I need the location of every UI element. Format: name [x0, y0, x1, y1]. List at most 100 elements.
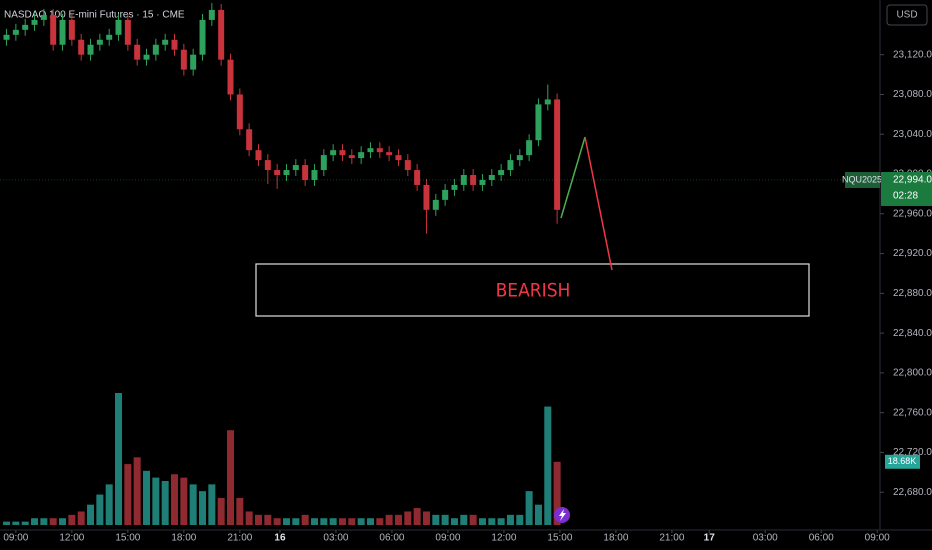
volume-bar [208, 484, 216, 525]
candle-body [31, 19, 38, 25]
candle-body [376, 148, 383, 153]
volume-bar [366, 518, 374, 525]
x-tick-label: 06:00 [379, 533, 404, 544]
candle-body [208, 9, 215, 20]
candle-body [283, 170, 290, 176]
volume-bar [376, 518, 384, 525]
candle-body [320, 155, 327, 171]
candle-body [199, 19, 206, 55]
candle-body [106, 34, 113, 40]
volume-bar [171, 474, 179, 525]
volume-bar [143, 470, 151, 525]
currency[interactable]: USD [896, 10, 917, 21]
volume-bar [236, 497, 244, 525]
y-tick-label: 22,760.00 [893, 407, 932, 418]
volume-bar [301, 514, 309, 525]
volume-bar [553, 461, 561, 525]
volume-bar [87, 504, 95, 525]
candle-body [554, 99, 561, 210]
y-tick-label: 23,080.00 [893, 89, 932, 100]
volume-bar [292, 518, 300, 525]
candle-body [470, 175, 477, 185]
volume-bar [460, 514, 468, 525]
price-tag [881, 171, 932, 206]
candle-body [143, 54, 150, 60]
price-label: 22,994.00 [893, 175, 932, 186]
annotation: BEARISH [496, 280, 571, 302]
y-tick-label: 22,840.00 [893, 328, 932, 339]
candle-body [255, 150, 262, 161]
candle-body [367, 148, 374, 153]
candle-body [124, 19, 131, 45]
volume-bar [31, 518, 39, 525]
x-tick-label: 09:00 [3, 533, 28, 544]
currency-box[interactable] [886, 4, 928, 26]
volume-label: 18.68K [888, 456, 917, 466]
volume-bar [450, 518, 458, 525]
candle-body [96, 39, 103, 45]
candle-body [395, 155, 402, 161]
candle-body [78, 39, 85, 55]
volume-bar [12, 521, 20, 525]
candle-body [264, 160, 271, 171]
candle-body [115, 19, 122, 35]
volume-bar [469, 514, 477, 525]
candle-body [442, 189, 449, 200]
candle-body [526, 140, 533, 156]
symbol: NQU2025 [842, 174, 882, 184]
candle-body [339, 150, 346, 156]
volume-bar [497, 518, 505, 525]
candle-body [274, 170, 281, 176]
volume-bar [3, 521, 11, 525]
icon-bolt[interactable] [559, 509, 566, 521]
candle-body [404, 160, 411, 171]
volume-bar [105, 484, 113, 525]
y-tick-label: 22,960.00 [893, 208, 932, 219]
candle-body [292, 165, 299, 171]
candle-body [227, 59, 234, 95]
candle-body [12, 29, 19, 35]
x-tick-label: 09:00 [865, 533, 890, 544]
y-tick-label: 22,880.00 [893, 288, 932, 299]
volume-bar [516, 514, 524, 525]
volume-bar [478, 518, 486, 525]
candle-body [479, 179, 486, 185]
volume-bar [432, 514, 440, 525]
volume-bar [310, 518, 318, 525]
candle-body [22, 24, 29, 30]
candle-body [302, 165, 309, 180]
x-tick-label: 15:00 [547, 533, 572, 544]
y-tick-label: 23,040.00 [893, 129, 932, 140]
candle-body [488, 175, 495, 180]
y-tick-label: 22,800.00 [893, 368, 932, 379]
candle-body [180, 49, 187, 70]
x-tick-label: 03:00 [753, 533, 778, 544]
candle-body [330, 150, 337, 156]
volume-bar [338, 518, 346, 525]
volume-bar [254, 514, 262, 525]
x-tick-label: 18:00 [603, 533, 628, 544]
volume-bar [77, 511, 85, 525]
candle-body [544, 99, 551, 105]
x-tick-label: 15:00 [115, 533, 140, 544]
volume-bar [152, 477, 160, 525]
x-tick-label: 16 [274, 533, 286, 544]
candle-body [3, 34, 10, 40]
annotation-box [255, 263, 810, 317]
projection-down [584, 136, 613, 271]
chart-title: NASDAQ 100 E-mini Futures · 15 · CME [4, 10, 185, 21]
countdown: 02:28 [893, 191, 918, 202]
volume-bar [534, 504, 542, 525]
x-tick-label: 06:00 [809, 533, 834, 544]
candle-body [162, 39, 169, 45]
candle-body [516, 155, 523, 161]
volume-tag [885, 454, 920, 469]
volume-bar [115, 393, 123, 525]
volume-bar [385, 514, 393, 525]
indicator-icon[interactable] [554, 507, 570, 523]
candle-body [236, 94, 243, 130]
x-tick-label: 21:00 [227, 533, 252, 544]
x-tick-label: 12:00 [59, 533, 84, 544]
